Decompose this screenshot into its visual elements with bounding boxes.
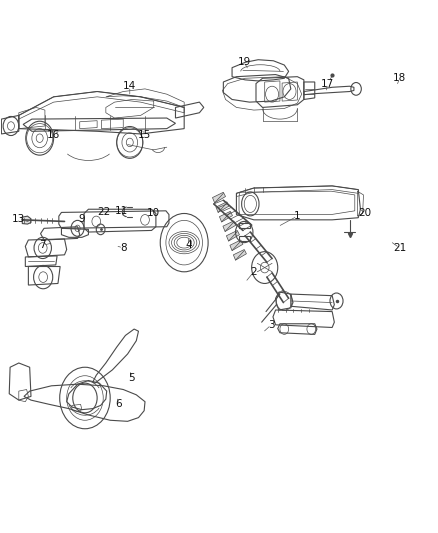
Text: 7: 7	[39, 240, 46, 251]
Text: 9: 9	[78, 214, 85, 224]
Text: 5: 5	[129, 373, 135, 383]
Polygon shape	[212, 192, 226, 203]
Text: 14: 14	[123, 81, 136, 91]
Polygon shape	[230, 240, 243, 251]
Text: 16: 16	[47, 130, 60, 140]
Text: 19: 19	[238, 58, 251, 67]
Text: 13: 13	[12, 214, 25, 224]
Text: 10: 10	[147, 208, 160, 219]
Text: 6: 6	[116, 399, 122, 409]
Text: 1: 1	[294, 211, 300, 221]
Text: 15: 15	[138, 130, 151, 140]
Text: 20: 20	[358, 208, 371, 219]
Text: 2: 2	[251, 267, 257, 277]
Polygon shape	[226, 230, 240, 241]
Text: 8: 8	[120, 243, 127, 253]
Text: 11: 11	[114, 206, 128, 216]
Text: 17: 17	[321, 78, 335, 88]
Text: 3: 3	[268, 320, 275, 330]
Polygon shape	[233, 249, 247, 260]
Polygon shape	[22, 216, 31, 224]
Polygon shape	[223, 221, 236, 231]
Text: 21: 21	[393, 243, 406, 253]
Text: 22: 22	[97, 207, 110, 217]
Polygon shape	[219, 212, 233, 222]
Polygon shape	[216, 202, 229, 213]
Text: 18: 18	[393, 73, 406, 83]
Text: 4: 4	[185, 240, 192, 251]
